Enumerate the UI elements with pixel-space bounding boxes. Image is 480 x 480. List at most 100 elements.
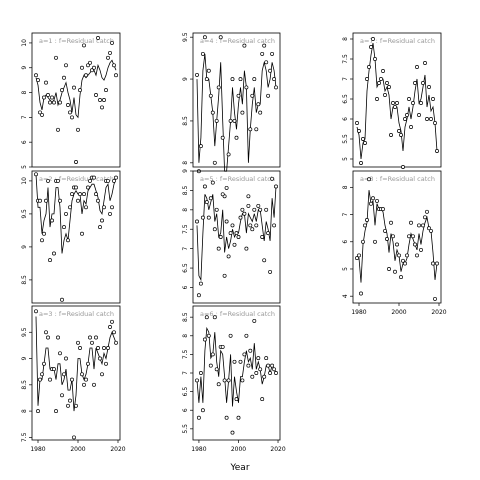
data-point [200,408,205,413]
data-point [411,101,415,105]
data-point [433,121,437,125]
data-point [70,377,74,382]
data-point [208,196,213,201]
data-point [210,180,215,185]
data-point [210,110,215,115]
data-point [435,149,439,153]
y-tick-label: 7 [182,371,189,375]
data-point [248,348,253,353]
y-tick-label: 8.5 [182,312,189,322]
data-point [367,65,371,69]
data-point [244,85,249,90]
x-tick-label: 1980 [191,446,206,453]
data-point [421,223,425,228]
data-point [369,201,373,206]
data-point [86,185,90,190]
data-point [419,247,423,252]
data-point [254,223,259,228]
data-point [421,81,425,85]
data-point [413,81,417,85]
data-point [214,118,219,123]
panel-label: a=1 : f=Residual catch [39,37,114,45]
data-point [401,258,405,263]
data-point [272,77,277,82]
data-point [216,382,221,387]
data-point [88,335,92,340]
data-point [38,198,42,203]
y-tick-label: 8.5 [182,116,189,126]
fitted-line [196,53,277,172]
data-point [361,137,365,141]
data-point [66,403,70,408]
y-tick-label: 6.5 [342,94,349,104]
data-point [256,356,261,361]
panel-a5: a=5 : f=Residual catch 6 6.5 7 7.5 8 8.5 9 [182,169,281,304]
data-point [357,253,361,258]
panel-label: a=6 : f=Residual catch [200,310,275,318]
data-point [44,198,48,203]
y-tick-label: 8 [182,208,189,212]
data-point [407,234,411,239]
data-point [92,65,96,70]
data-point [415,253,419,258]
data-point [236,415,241,420]
data-point [254,127,259,132]
data-point [419,101,423,105]
data-point [72,85,76,90]
data-point [74,160,78,164]
data-point [214,367,219,372]
data-point [98,225,102,230]
panel-a4: a=4 : f=Residual catch 8 8.5 9 9.5 [182,32,281,199]
data-point [200,51,205,56]
data-point [86,63,90,68]
data-point [226,254,231,259]
data-point [94,192,98,197]
data-point [397,129,401,133]
data-point [232,242,237,247]
data-point [250,374,255,379]
data-point [234,397,239,402]
data-point [230,430,235,435]
data-point [371,37,375,41]
data-point [40,112,44,117]
data-point [248,127,253,132]
data-point [270,176,275,181]
data-point [393,269,397,274]
data-point [42,95,46,100]
data-point [244,246,249,251]
data-point [200,215,205,220]
data-point [270,363,275,368]
data-point [195,219,199,224]
data-point [64,63,68,68]
data-point [44,80,48,85]
panel-frame [31,305,121,441]
data-point [206,333,211,338]
data-point [429,228,433,233]
y-tick-label: 5.5 [342,134,349,144]
data-point [82,382,86,387]
data-point [58,351,62,356]
data-point [409,220,413,225]
panel-a1: a=1 : f=Residual catch 5 6 7 8 9 10 [21,32,121,169]
data-point [50,218,54,223]
data-point [228,118,233,123]
data-point [355,256,359,261]
data-point [208,363,213,368]
y-tick-label: 7 [21,115,28,119]
data-point [58,100,62,105]
data-point [56,127,60,132]
y-tick-label: 6 [342,240,349,244]
y-tick-label: 6.5 [182,263,189,273]
data-point [260,51,265,56]
data-point [359,291,363,296]
y-tick-label: 6 [182,285,189,289]
data-point [371,196,375,201]
data-point [52,251,56,256]
data-point [435,261,439,266]
data-point [106,178,110,183]
data-point [90,68,94,73]
data-point [40,372,44,377]
x-tick-label: 1980 [351,309,366,316]
data-point [108,50,112,55]
data-point [246,194,251,199]
